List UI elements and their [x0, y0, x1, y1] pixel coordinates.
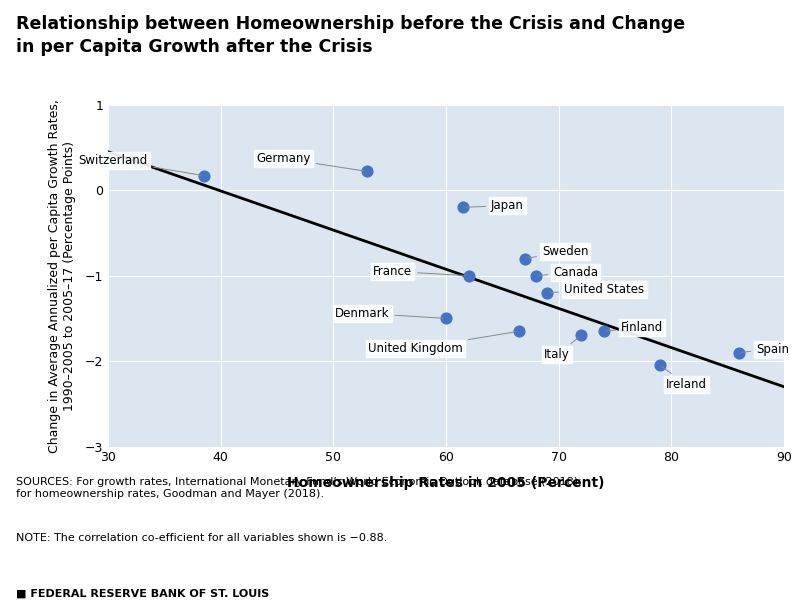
Point: [530, 271, 542, 281]
Text: Finland: Finland: [606, 322, 663, 334]
Text: Denmark: Denmark: [335, 307, 443, 320]
Point: [361, 166, 374, 176]
Text: United States: United States: [550, 283, 645, 296]
Text: Sweden: Sweden: [528, 245, 588, 258]
Text: Canada: Canada: [539, 265, 598, 279]
X-axis label: Homeownership Rates in 2005 (Percent): Homeownership Rates in 2005 (Percent): [287, 476, 605, 490]
Text: Germany: Germany: [257, 152, 364, 171]
Point: [462, 271, 475, 281]
Point: [518, 254, 531, 264]
Text: Ireland: Ireland: [662, 367, 706, 391]
Text: Japan: Japan: [466, 199, 524, 212]
Text: Switzerland: Switzerland: [78, 154, 201, 175]
Point: [541, 288, 554, 298]
Point: [440, 314, 453, 323]
Text: France: France: [373, 265, 466, 278]
Point: [457, 202, 470, 212]
Point: [198, 171, 210, 180]
Point: [598, 326, 610, 336]
Text: SOURCES: For growth rates, International Monetary Fund’s World Economic Outlook : SOURCES: For growth rates, International…: [16, 477, 582, 499]
Point: [654, 360, 666, 370]
Point: [733, 347, 746, 357]
Y-axis label: Change in Average Annualized per Capita Growth Rates,
1990–2005 to 2005–17 (Perc: Change in Average Annualized per Capita …: [49, 99, 77, 453]
Point: [574, 331, 587, 341]
Text: ■ FEDERAL RESERVE BANK OF ST. LOUIS: ■ FEDERAL RESERVE BANK OF ST. LOUIS: [16, 588, 270, 598]
Text: Relationship between Homeownership before the Crisis and Change
in per Capita Gr: Relationship between Homeownership befor…: [16, 15, 685, 55]
Text: United Kingdom: United Kingdom: [368, 331, 517, 355]
Text: NOTE: The correlation co-efficient for all variables shown is −0.88.: NOTE: The correlation co-efficient for a…: [16, 533, 387, 543]
Text: Spain: Spain: [742, 342, 789, 355]
Point: [513, 326, 526, 336]
Text: Italy: Italy: [544, 337, 579, 361]
